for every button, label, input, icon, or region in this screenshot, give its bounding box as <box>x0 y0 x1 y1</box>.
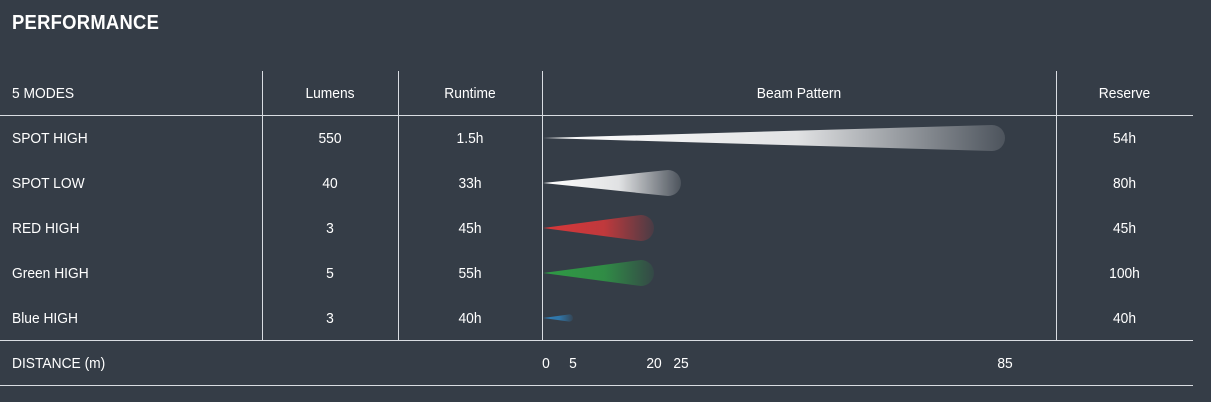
mode-name: Blue HIGH <box>12 310 78 327</box>
beam-shape <box>543 314 573 322</box>
beam-pattern-red-high <box>543 215 654 241</box>
column-divider <box>542 71 543 340</box>
distance-tick: 0 <box>542 355 550 372</box>
column-divider <box>1056 71 1057 340</box>
reserve-value: 100h <box>1109 265 1140 282</box>
lumens-value: 3 <box>326 310 334 327</box>
lumens-value: 5 <box>326 265 334 282</box>
reserve-value: 54h <box>1112 130 1137 147</box>
mode-name: Green HIGH <box>12 265 89 282</box>
distance-tick: 20 <box>646 355 662 372</box>
reserve-value: 40h <box>1112 310 1137 327</box>
column-divider <box>398 71 399 340</box>
beam-shape <box>543 125 1005 151</box>
footer-divider <box>0 385 1193 386</box>
beam-pattern-blue-high <box>543 314 573 322</box>
lumens-value: 550 <box>318 130 342 147</box>
lumens-value: 3 <box>326 220 334 237</box>
beam-shape <box>543 215 654 241</box>
beam-shape <box>543 260 654 286</box>
mode-name: RED HIGH <box>12 220 80 237</box>
beam-pattern-spot-high <box>543 125 1005 151</box>
beam-pattern-spot-low <box>543 170 681 196</box>
body-divider <box>0 340 1193 341</box>
header-reserve: Reserve <box>1098 85 1151 102</box>
beam-shape <box>543 170 681 196</box>
header-beam-pattern: Beam Pattern <box>756 85 842 102</box>
mode-name: SPOT HIGH <box>12 130 88 147</box>
distance-tick: 25 <box>673 355 689 372</box>
reserve-value: 45h <box>1112 220 1137 237</box>
mode-name: SPOT LOW <box>12 175 85 192</box>
header-runtime: Runtime <box>444 85 496 102</box>
runtime-value: 45h <box>458 220 482 237</box>
distance-tick: 85 <box>997 355 1013 372</box>
lumens-value: 40 <box>322 175 338 192</box>
runtime-value: 1.5h <box>456 130 484 147</box>
runtime-value: 33h <box>458 175 482 192</box>
column-divider <box>262 71 263 340</box>
reserve-value: 80h <box>1112 175 1137 192</box>
header-divider <box>0 115 1193 116</box>
header-lumens: Lumens <box>305 85 355 102</box>
page-title: PERFORMANCE <box>12 12 160 34</box>
distance-tick: 5 <box>569 355 577 372</box>
distance-label: DISTANCE (m) <box>12 355 106 372</box>
header-modes: 5 MODES <box>12 85 75 102</box>
runtime-value: 55h <box>458 265 482 282</box>
runtime-value: 40h <box>458 310 482 327</box>
beam-pattern-green-high <box>543 260 654 286</box>
